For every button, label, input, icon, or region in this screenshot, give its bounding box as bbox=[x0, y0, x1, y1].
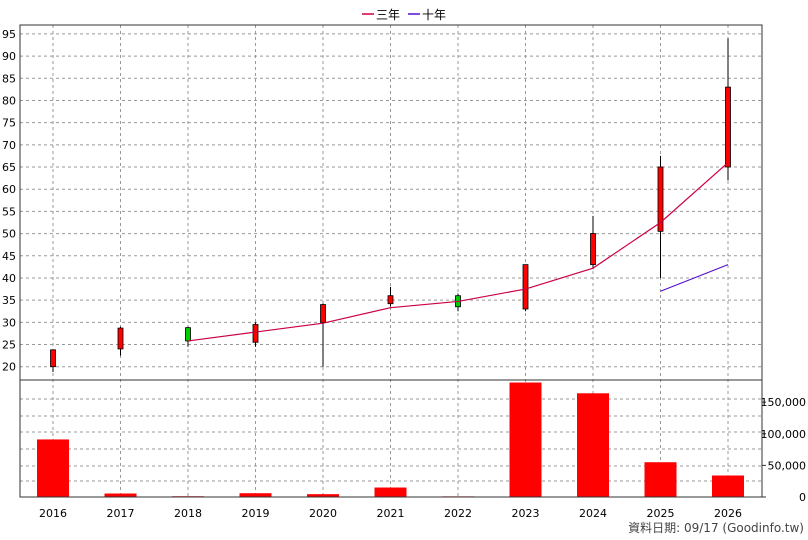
candle-body bbox=[657, 166, 664, 232]
price-tick-label: 25 bbox=[2, 339, 16, 352]
year-tick-label: 2025 bbox=[647, 507, 675, 520]
price-tick-label: 55 bbox=[2, 205, 16, 218]
volume-bar bbox=[239, 493, 272, 497]
price-tick-label: 30 bbox=[2, 316, 16, 329]
year-tick-label: 2026 bbox=[714, 507, 742, 520]
volume-tick-label: 100,000 bbox=[761, 428, 807, 441]
year-tick-label: 2021 bbox=[377, 507, 405, 520]
legend: 三年 十年 bbox=[362, 8, 446, 22]
year-tick-label: 2018 bbox=[174, 507, 202, 520]
volume-bar bbox=[37, 439, 69, 497]
volume-bar bbox=[577, 393, 609, 497]
candle-body bbox=[387, 295, 394, 305]
volume-bars bbox=[37, 382, 744, 498]
year-tick-label: 2020 bbox=[309, 507, 337, 520]
candle-body bbox=[320, 304, 326, 323]
price-tick-label: 95 bbox=[2, 28, 16, 41]
year-tick-label: 2016 bbox=[39, 507, 67, 520]
candle-body bbox=[252, 324, 259, 343]
candle-body bbox=[590, 233, 596, 266]
year-tick-label: 2017 bbox=[107, 507, 135, 520]
legend-label: 十年 bbox=[422, 8, 446, 22]
volume-bar bbox=[374, 487, 407, 497]
price-tick-label: 40 bbox=[2, 272, 16, 285]
candle-body bbox=[50, 349, 56, 368]
volume-bar bbox=[712, 475, 744, 497]
year-tick-label: 2019 bbox=[242, 507, 270, 520]
year-tick-label: 2022 bbox=[444, 507, 472, 520]
candle-body bbox=[522, 264, 529, 310]
average-lines bbox=[187, 162, 729, 342]
price-tick-label: 60 bbox=[2, 183, 16, 196]
price-tick-label: 45 bbox=[2, 250, 16, 263]
data-date-footer: 資料日期: 09/17 (Goodinfo.tw) bbox=[628, 521, 804, 535]
price-tick-label: 70 bbox=[2, 139, 16, 152]
volume-tick-label: 150,000 bbox=[761, 396, 807, 409]
price-tick-label: 65 bbox=[2, 161, 16, 174]
candle-body bbox=[117, 327, 124, 350]
series-line bbox=[187, 162, 729, 342]
plot-frame bbox=[19, 24, 763, 498]
volume-bar bbox=[104, 493, 137, 497]
candle-body bbox=[725, 86, 731, 168]
candle-body bbox=[185, 327, 191, 342]
year-tick-label: 2023 bbox=[512, 507, 540, 520]
price-tick-label: 50 bbox=[2, 228, 16, 241]
volume-bar bbox=[644, 462, 677, 497]
volume-bar bbox=[509, 382, 542, 497]
volume-tick-label: 0 bbox=[799, 491, 806, 504]
legend-label: 三年 bbox=[376, 8, 400, 22]
price-tick-label: 85 bbox=[2, 72, 16, 85]
price-tick-label: 35 bbox=[2, 294, 16, 307]
price-tick-label: 90 bbox=[2, 50, 16, 63]
price-tick-label: 20 bbox=[2, 361, 16, 374]
price-tick-label: 80 bbox=[2, 94, 16, 107]
series-line bbox=[660, 264, 729, 292]
year-tick-label: 2024 bbox=[579, 507, 607, 520]
volume-bar bbox=[307, 494, 339, 497]
price-tick-label: 75 bbox=[2, 117, 16, 130]
volume-tick-label: 50,000 bbox=[768, 459, 807, 472]
